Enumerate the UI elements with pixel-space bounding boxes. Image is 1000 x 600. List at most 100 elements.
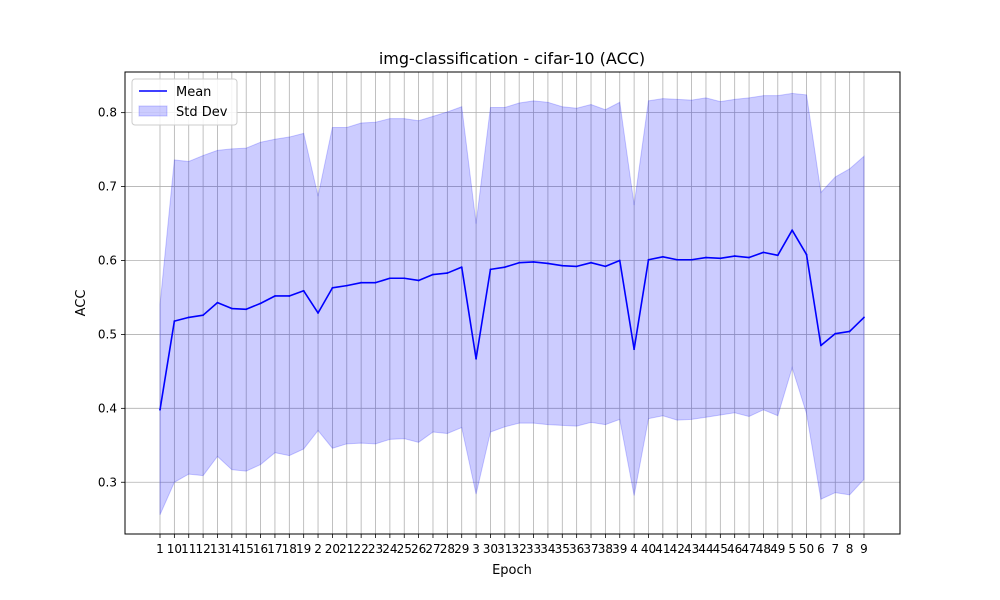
x-tick-label: 13 (210, 542, 225, 556)
x-tick-label: 36 (569, 542, 584, 556)
x-tick-label: 28 (440, 542, 455, 556)
mean-data-point (575, 265, 578, 268)
mean-data-point (274, 295, 276, 297)
mean-data-point (590, 261, 592, 264)
mean-data-point (547, 262, 549, 265)
mean-data-point (403, 277, 406, 280)
mean-data-point (202, 314, 205, 317)
mean-data-point (532, 261, 535, 263)
mean-data-point (216, 301, 219, 304)
x-tick-label: 1 (156, 542, 164, 556)
mean-data-point (834, 332, 837, 335)
mean-data-point (432, 273, 434, 276)
x-tick-label: 7 (831, 542, 839, 556)
x-tick-label: 9 (860, 542, 868, 556)
mean-data-point (503, 266, 506, 269)
x-tick-label: 34 (540, 542, 555, 556)
mean-data-point (317, 312, 319, 314)
y-axis-label: ACC (74, 290, 89, 317)
mean-data-point (791, 229, 794, 232)
mean-data-point (762, 251, 765, 254)
mean-data-point (259, 302, 262, 305)
legend-mean-label: Mean (176, 85, 211, 100)
mean-data-point (647, 258, 650, 261)
chart-title: img-classification - cifar-10 (ACC) (379, 49, 645, 68)
x-tick-label: 26 (411, 542, 426, 556)
x-tick-label: 24 (382, 542, 397, 556)
mean-data-point (719, 257, 722, 260)
x-tick-label: 19 (296, 542, 311, 556)
x-tick-label: 29 (454, 542, 469, 556)
mean-data-point (446, 272, 449, 274)
x-tick-label: 17 (267, 542, 282, 556)
x-tick-label: 22 (354, 542, 369, 556)
mean-data-point (805, 253, 808, 256)
mean-data-point (561, 264, 564, 267)
x-tick-label: 44 (698, 542, 713, 556)
x-tick-label: 18 (282, 542, 297, 556)
mean-data-point (360, 281, 363, 284)
x-tick-label: 12 (195, 542, 210, 556)
y-tick-label: 0.7 (98, 180, 117, 194)
mean-data-point (288, 295, 291, 297)
legend-std-dev-swatch (138, 105, 168, 117)
mean-data-point (518, 261, 521, 264)
mean-data-point (776, 254, 779, 257)
x-tick-label: 32 (512, 542, 527, 556)
x-tick-label: 42 (670, 542, 685, 556)
x-tick-label: 27 (425, 542, 440, 556)
mean-data-point (820, 344, 822, 347)
mean-series-line (159, 229, 865, 410)
mean-data-point (159, 408, 161, 411)
x-tick-label: 38 (598, 542, 613, 556)
mean-data-point (345, 284, 348, 287)
x-axis-ticks: 1 10 11 12 13 14 15 16 17 18 19 2 20 21 22 23 24 25 26 27 28… (156, 534, 868, 556)
y-tick-label: 0.4 (98, 401, 117, 415)
mean-data-point (460, 266, 463, 269)
grid-lines (125, 72, 900, 534)
mean-data-point (331, 286, 334, 289)
y-tick-label: 0.3 (98, 475, 117, 489)
x-tick-label: 21 (339, 542, 354, 556)
x-tick-label: 10 (167, 542, 182, 556)
mean-data-point (388, 277, 391, 280)
mean-data-point (245, 308, 248, 311)
x-tick-label: 14 (224, 542, 239, 556)
x-tick-label: 16 (253, 542, 268, 556)
plot-area-frame (124, 71, 901, 535)
x-tick-label: 46 (727, 542, 742, 556)
y-tick-label: 0.8 (98, 106, 117, 120)
x-tick-label: 25 (397, 542, 412, 556)
mean-data-point (302, 289, 305, 292)
std-dev-area (159, 92, 865, 515)
mean-data-point (489, 268, 492, 271)
x-tick-label: 40 (641, 542, 656, 556)
x-tick-label: 2 (314, 542, 322, 556)
x-tick-label: 30 (483, 542, 498, 556)
legend: Mean Std Dev (131, 78, 238, 126)
x-tick-label: 37 (583, 542, 598, 556)
x-tick-label: 11 (181, 542, 196, 556)
x-axis-label: Epoch (492, 563, 532, 578)
mean-data-point (173, 320, 176, 323)
x-tick-label: 43 (684, 542, 699, 556)
x-tick-label: 8 (846, 542, 854, 556)
x-tick-label: 50 (799, 542, 814, 556)
x-tick-label: 31 (497, 542, 512, 556)
mean-data-point (230, 307, 233, 310)
mean-data-point (187, 316, 190, 319)
x-tick-label: 35 (555, 542, 570, 556)
x-tick-label: 20 (325, 542, 340, 556)
x-tick-label: 3 (472, 542, 480, 556)
std-dev-band (159, 92, 865, 515)
x-tick-label: 45 (713, 542, 728, 556)
x-tick-label: 33 (526, 542, 541, 556)
mean-data-point (475, 357, 477, 360)
mean-data-point (374, 281, 377, 284)
mean-data-point (705, 256, 707, 259)
x-tick-label: 39 (612, 542, 627, 556)
y-axis-ticks: 0.3 0.4 0.5 0.6 0.7 0.8 (98, 106, 125, 489)
y-tick-label: 0.6 (98, 253, 117, 267)
mean-data-point (633, 348, 636, 351)
